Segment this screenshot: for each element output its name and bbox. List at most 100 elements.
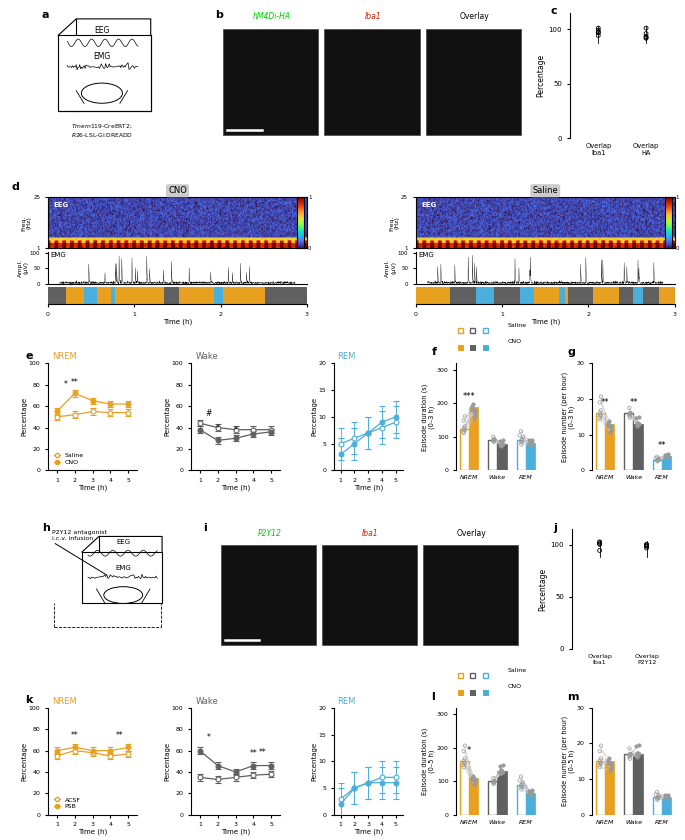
Bar [645,287,646,304]
Bar [435,287,436,304]
Text: Overlay: Overlay [457,528,486,538]
Text: *: * [467,746,471,755]
Point [458,423,469,437]
Bar [443,287,445,304]
Bar [556,287,557,304]
Bar [502,287,503,304]
Point [624,750,635,764]
Bar [217,287,218,304]
Point [652,453,663,466]
Bar [607,287,608,304]
Point [595,409,606,423]
Bar [526,793,535,815]
Bar [271,287,273,304]
Bar [251,287,252,304]
Text: *: * [216,424,220,433]
Point [516,433,527,446]
Text: hM4Di-HA: hM4Di-HA [253,13,291,21]
Point [525,437,536,450]
Bar [610,287,612,304]
Bar [579,287,580,304]
Point [524,785,535,798]
Point [458,753,469,767]
Bar [241,287,242,304]
Bar [528,287,530,304]
Bar [422,287,423,304]
Bar [597,287,599,304]
Bar [466,287,467,304]
Y-axis label: Percentage: Percentage [164,742,171,781]
Bar [425,287,426,304]
Point [470,408,481,422]
Bar [216,287,217,304]
Bar [601,287,602,304]
Bar [55,287,57,304]
Bar [485,287,486,304]
Bar [580,287,581,304]
Bar [460,287,461,304]
Point [489,433,500,446]
Bar [662,797,671,815]
Y-axis label: Percentage: Percentage [538,568,547,611]
Bar [127,287,129,304]
Bar [549,287,550,304]
Point [632,419,643,433]
Bar [554,287,555,304]
Point [660,790,671,804]
Point [459,423,470,437]
Bar [201,287,202,304]
Bar [447,287,448,304]
Bar [618,287,619,304]
Bar [531,287,532,304]
Bar [281,287,282,304]
Bar [540,287,541,304]
Point [633,417,644,431]
Bar [95,287,96,304]
Bar [629,287,630,304]
Bar [605,287,606,304]
Text: CNO: CNO [508,684,521,689]
Point [593,25,603,39]
Bar [296,287,297,304]
Bar [67,287,68,304]
Bar [171,287,172,304]
Bar [655,287,656,304]
Bar [474,287,475,304]
Text: f: f [432,347,436,357]
Text: d: d [12,182,20,192]
Bar [519,287,520,304]
Bar [572,287,573,304]
Point [652,790,663,804]
Bar [623,287,625,304]
Bar [155,287,156,304]
Text: c: c [551,7,558,16]
Y-axis label: Episode number (per hour)
(0–5 h): Episode number (per hour) (0–5 h) [561,717,575,806]
Bar [273,287,274,304]
Point [497,433,508,447]
Bar [221,287,222,304]
Bar [108,287,109,304]
Bar [543,287,544,304]
Bar [622,287,623,304]
Bar [534,287,535,304]
Bar [156,287,157,304]
Point [469,412,479,425]
Point [660,790,671,803]
Point [603,419,614,433]
Point [595,757,606,770]
Point [605,421,616,434]
Text: EEG: EEG [95,26,110,34]
Bar [196,287,197,304]
Bar [416,287,417,304]
Bar [191,287,192,304]
Bar [674,287,675,304]
Bar [113,287,114,304]
Point [458,414,469,428]
Point [603,417,614,430]
Bar [461,287,462,304]
Point [594,535,605,549]
Point [489,775,500,789]
Bar [468,287,469,304]
Bar [510,287,511,304]
Bar [173,287,175,304]
